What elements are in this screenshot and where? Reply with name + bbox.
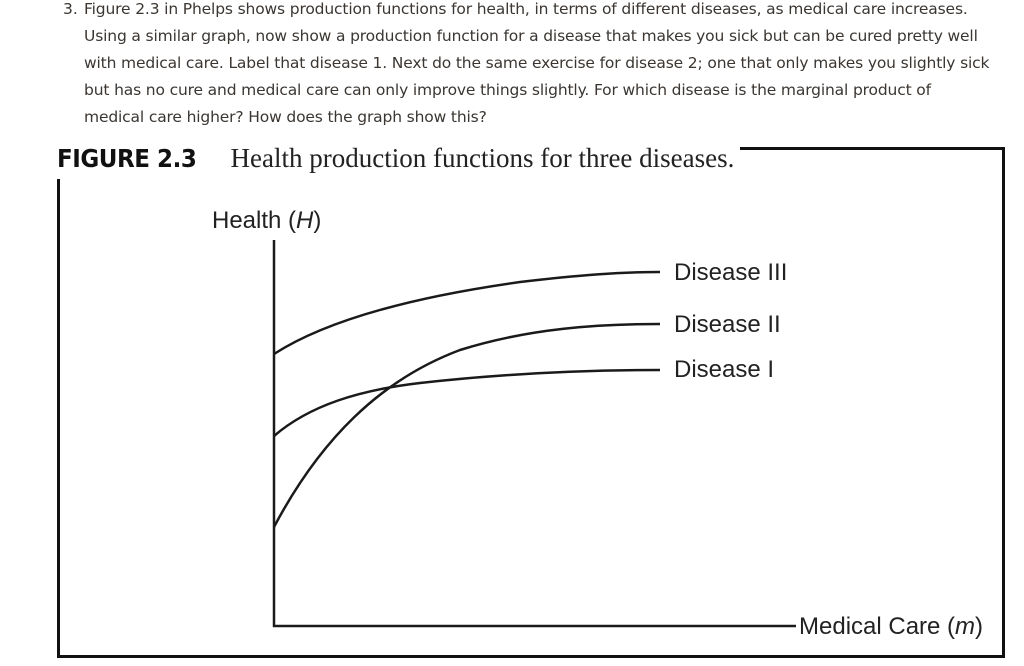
question-line: Using a similar graph, now show a produc… — [84, 27, 978, 45]
curve-disease-2 — [272, 322, 661, 528]
figure-title: Health production functions for three di… — [230, 143, 735, 173]
label-disease-2: Disease II — [674, 311, 781, 338]
x-axis-variable: m — [955, 613, 976, 640]
figure-caption: FIGURE 2.3 Health production functions f… — [57, 143, 741, 179]
y-axis-variable: H — [296, 207, 314, 234]
y-axis-label: Health (H) — [212, 207, 321, 235]
x-axis-label-close: ) — [975, 613, 984, 640]
question-line: Figure 2.3 in Phelps shows production fu… — [84, 0, 968, 18]
curve-disease-1 — [273, 368, 661, 437]
x-axis-label-text: Medical Care ( — [799, 613, 956, 640]
curve-disease-3 — [273, 270, 661, 356]
question-line: but has no cure and medical care can onl… — [84, 81, 931, 99]
question-number: 3. — [63, 0, 78, 18]
y-axis-label-close: ) — [313, 207, 322, 234]
figure-label: FIGURE 2.3 — [57, 144, 197, 173]
question-line: with medical care. Label that disease 1.… — [84, 54, 990, 72]
x-axis-label: Medical Care (m) — [799, 613, 983, 641]
label-disease-3: Disease III — [674, 259, 788, 286]
question-line: medical care higher? How does the graph … — [84, 108, 487, 126]
y-axis-label-text: Health ( — [212, 207, 297, 234]
label-disease-1: Disease I — [674, 356, 775, 383]
